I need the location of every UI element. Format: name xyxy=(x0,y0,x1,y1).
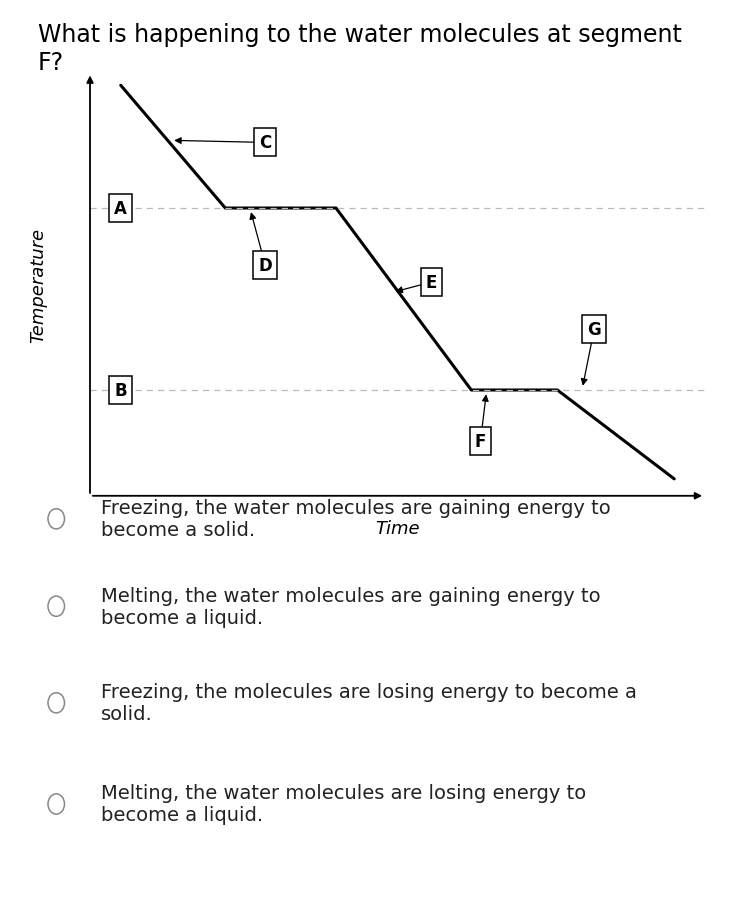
Text: Freezing, the molecules are losing energy to become a
solid.: Freezing, the molecules are losing energ… xyxy=(101,683,637,723)
Text: D: D xyxy=(259,257,272,275)
Text: A: A xyxy=(114,199,128,218)
Text: C: C xyxy=(260,134,272,153)
Text: B: B xyxy=(115,381,127,400)
Text: Melting, the water molecules are gaining energy to
become a liquid.: Melting, the water molecules are gaining… xyxy=(101,586,601,627)
Text: E: E xyxy=(426,274,437,291)
Text: Melting, the water molecules are losing energy to
become a liquid.: Melting, the water molecules are losing … xyxy=(101,784,586,824)
Text: What is happening to the water molecules at segment: What is happening to the water molecules… xyxy=(38,23,681,47)
Text: Temperature: Temperature xyxy=(28,227,46,343)
Text: Time: Time xyxy=(375,519,420,538)
Text: F: F xyxy=(475,432,486,450)
Text: F?: F? xyxy=(38,51,64,74)
Text: G: G xyxy=(587,321,602,338)
Text: Freezing, the water molecules are gaining energy to
become a solid.: Freezing, the water molecules are gainin… xyxy=(101,499,611,539)
